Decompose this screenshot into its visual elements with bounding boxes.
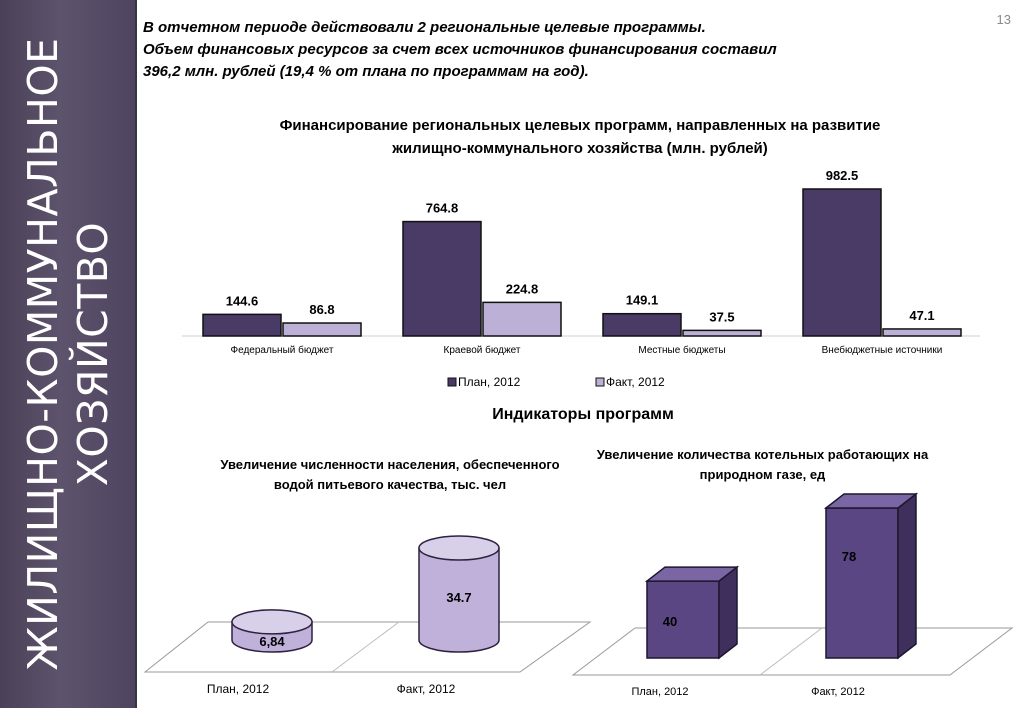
- chart2-floor-divider: [331, 621, 400, 673]
- chart3-title-line2: природном газе, ед: [699, 467, 826, 482]
- chart1-data-label-s1-1: 144.6: [226, 293, 259, 308]
- sidebar-title-line2: ХОЗЯЙСТВО: [69, 221, 117, 487]
- chart1-data-label-s1-2: 764.8: [426, 201, 459, 216]
- chart1-category-label-3: Местные бюджеты: [638, 344, 725, 356]
- chart3-box-side-1: [718, 565, 738, 660]
- chart1-legend-label-1: План, 2012: [458, 375, 521, 389]
- chart2-title-line1: Увеличение численности населения, обеспе…: [220, 457, 560, 472]
- chart1-title-line2: жилищно-коммунального хозяйства (млн. ру…: [392, 140, 768, 157]
- chart1-bar-s2-3: [682, 329, 762, 337]
- sidebar-title-line1: ЖИЛИЩНО-КОММУНАЛЬНОЕ: [19, 37, 67, 671]
- chart1-title: Финансирование региональных целевых прог…: [190, 114, 970, 160]
- chart1-data-label-s1-3: 149.1: [626, 293, 659, 308]
- chart1-bar-s1-3: [602, 312, 682, 337]
- chart1-bar-s2-4: [882, 328, 962, 337]
- chart3-floor: [571, 627, 1014, 676]
- chart3-box-top-2: [823, 493, 919, 509]
- slide-number: 13: [996, 12, 1011, 27]
- chart2-category-label-2: Факт, 2012: [397, 682, 456, 696]
- chart2-cylinder-top-2: [418, 535, 500, 561]
- chart1-title-line1: Финансирование региональных целевых прог…: [279, 117, 881, 134]
- sidebar: ЖИЛИЩНО-КОММУНАЛЬНОЕ ХОЗЯЙСТВО: [0, 0, 137, 708]
- chart1-legend-swatch-2: [595, 377, 605, 387]
- chart1-data-label-s2-1: 86.8: [309, 302, 334, 317]
- intro-text: В отчетном периоде действовали 2 региона…: [143, 17, 903, 83]
- chart3-category-label-2: Факт, 2012: [811, 686, 865, 698]
- chart1-data-label-s2-3: 37.5: [709, 309, 734, 324]
- chart1-bar-s1-4: [802, 188, 882, 337]
- sidebar-title: ЖИЛИЩНО-КОММУНАЛЬНОЕ ХОЗЯЙСТВО: [18, 4, 118, 704]
- chart1-legend-label-2: Факт, 2012: [606, 375, 665, 389]
- chart3-data-label-2: 78: [842, 549, 856, 564]
- chart2-cylinder-body-2: [418, 547, 500, 653]
- chart3-box-front-1: [646, 580, 720, 659]
- chart1-bar-s1-1: [202, 313, 282, 337]
- chart1-category-label-2: Краевой бюджет: [444, 344, 521, 356]
- intro-line1: В отчетном периоде действовали 2 региона…: [143, 19, 706, 36]
- chart2-data-label-1: 6,84: [259, 634, 285, 649]
- chart1-bar-s2-1: [282, 322, 362, 337]
- chart1-bar-s2-2: [482, 301, 562, 337]
- indicators-heading: Индикаторы программ: [492, 406, 674, 423]
- chart1-bar-s1-2: [402, 220, 482, 337]
- chart2-cylinder-top-1: [231, 609, 313, 635]
- chart2-data-label-2: 34.7: [446, 590, 471, 605]
- chart3-data-label-1: 40: [663, 614, 677, 629]
- intro-line2: Объем финансовых ресурсов за счет всех и…: [143, 41, 777, 58]
- chart2-title-line2: водой питьевого качества, тыс. чел: [273, 477, 507, 492]
- chart2-title: Увеличение численности населения, обеспе…: [180, 455, 600, 495]
- chart1-data-label-s1-4: 982.5: [826, 168, 859, 183]
- chart1-legend-swatch-1: [447, 377, 457, 387]
- chart3-title-line1: Увеличение количества котельных работающ…: [596, 447, 929, 462]
- chart3-box-top-1: [644, 566, 740, 582]
- chart3-title: Увеличение количества котельных работающ…: [570, 445, 955, 485]
- chart2-cylinder-body-1: [231, 621, 313, 653]
- intro-line3: 396,2 млн. рублей (19,4 % от плана по пр…: [143, 63, 589, 80]
- chart1-category-label-4: Внебюджетные источники: [822, 344, 943, 356]
- chart3-box-side-2: [897, 492, 917, 660]
- chart2-category-label-1: План, 2012: [207, 682, 270, 696]
- chart3-category-label-1: План, 2012: [631, 686, 688, 698]
- chart1-data-label-s2-2: 224.8: [506, 281, 539, 296]
- chart3-floor-divider: [759, 627, 823, 676]
- chart1-category-label-1: Федеральный бюджет: [231, 344, 334, 356]
- chart3-box-front-2: [825, 507, 899, 659]
- chart1-data-label-s2-4: 47.1: [909, 308, 934, 323]
- chart2-floor: [143, 621, 592, 673]
